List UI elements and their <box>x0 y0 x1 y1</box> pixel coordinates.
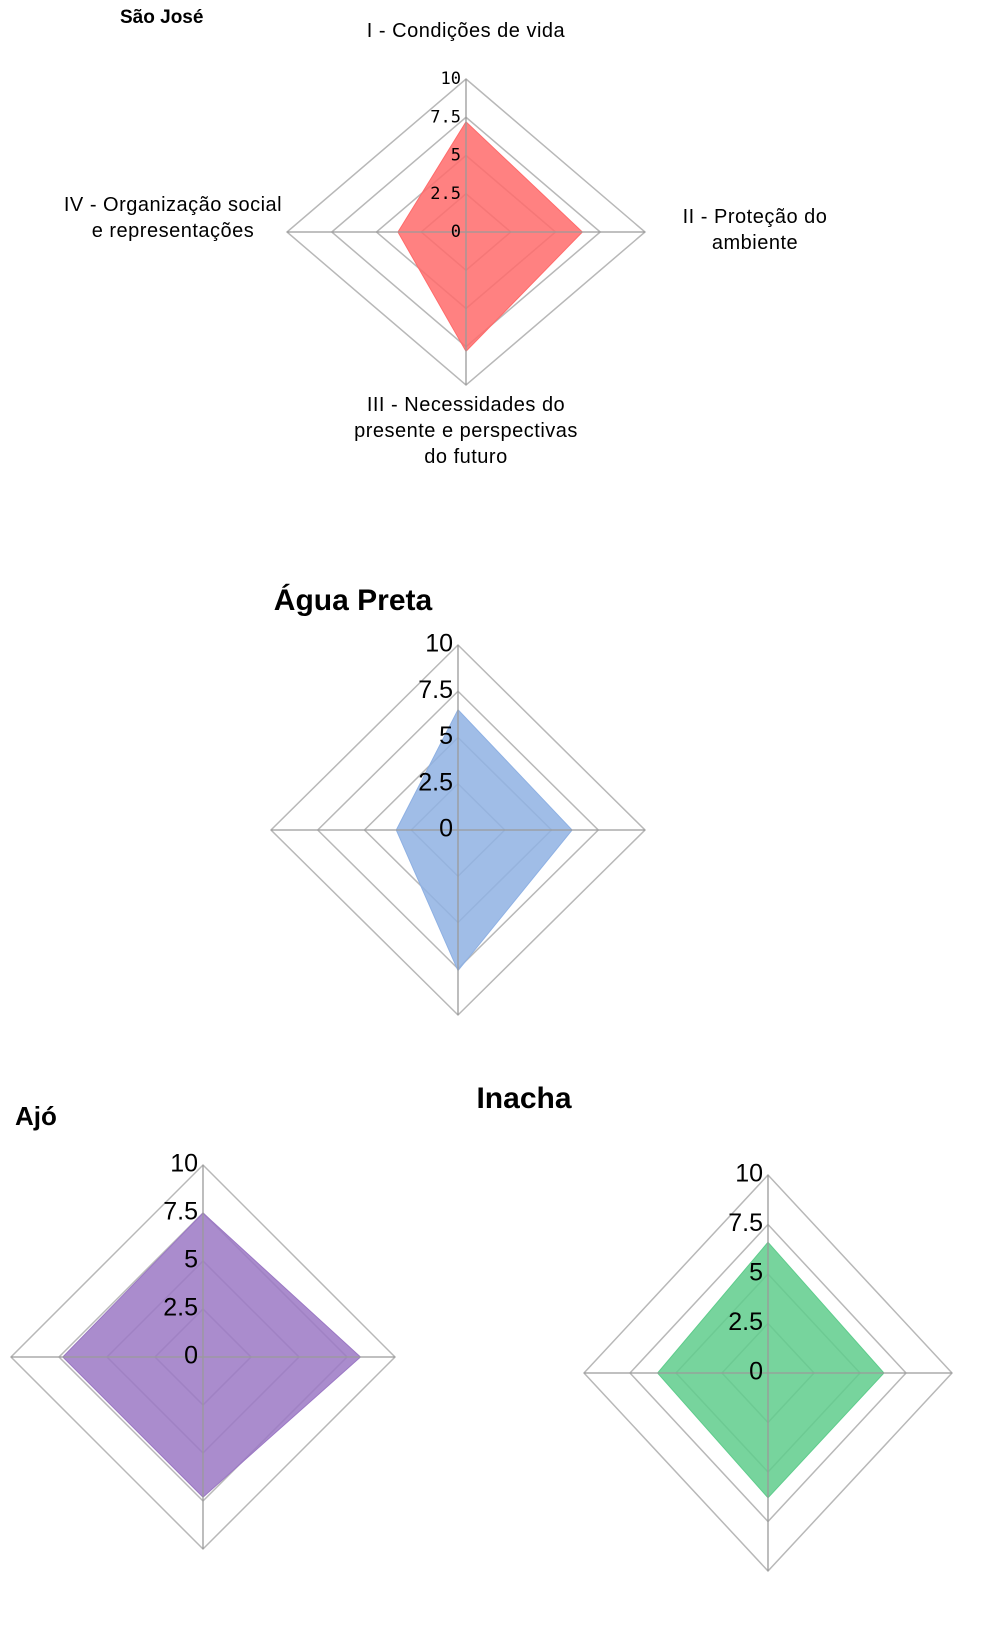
tick-label: 0 <box>439 815 453 843</box>
tick-label: 5 <box>439 722 453 750</box>
tick-label: 5 <box>749 1259 763 1287</box>
tick-label: 0 <box>451 222 461 242</box>
tick-label: 10 <box>441 69 461 89</box>
tick-label: 2.5 <box>728 1308 763 1336</box>
tick-label: 10 <box>735 1160 763 1188</box>
tick-label: 7.5 <box>163 1198 198 1226</box>
chart-title: Inacha <box>476 1082 571 1115</box>
axis-label: II - Proteção do ambiente <box>682 206 828 254</box>
tick-label: 7.5 <box>430 107 461 127</box>
axis-label: III - Necessidades do presente e perspec… <box>354 394 578 468</box>
tick-label: 5 <box>451 146 461 166</box>
tick-label: 2.5 <box>418 768 453 796</box>
tick-label: 2.5 <box>163 1294 198 1322</box>
tick-label: 0 <box>749 1358 763 1386</box>
tick-label: 10 <box>425 630 453 658</box>
axis-label: IV - Organização social e representações <box>63 194 283 242</box>
tick-label: 10 <box>170 1150 198 1178</box>
chart-title: Ajó <box>15 1101 57 1131</box>
tick-label: 7.5 <box>728 1209 763 1237</box>
tick-label: 2.5 <box>430 184 461 204</box>
radar-area <box>656 1241 885 1499</box>
chart-title: São José <box>120 7 203 28</box>
radar-area <box>397 121 584 353</box>
chart-title: Água Preta <box>274 583 433 617</box>
tick-label: 5 <box>184 1246 198 1274</box>
radar-area <box>395 708 573 972</box>
tick-label: 7.5 <box>418 676 453 704</box>
axis-label: I - Condições de vida <box>366 20 566 42</box>
tick-label: 0 <box>184 1342 198 1370</box>
